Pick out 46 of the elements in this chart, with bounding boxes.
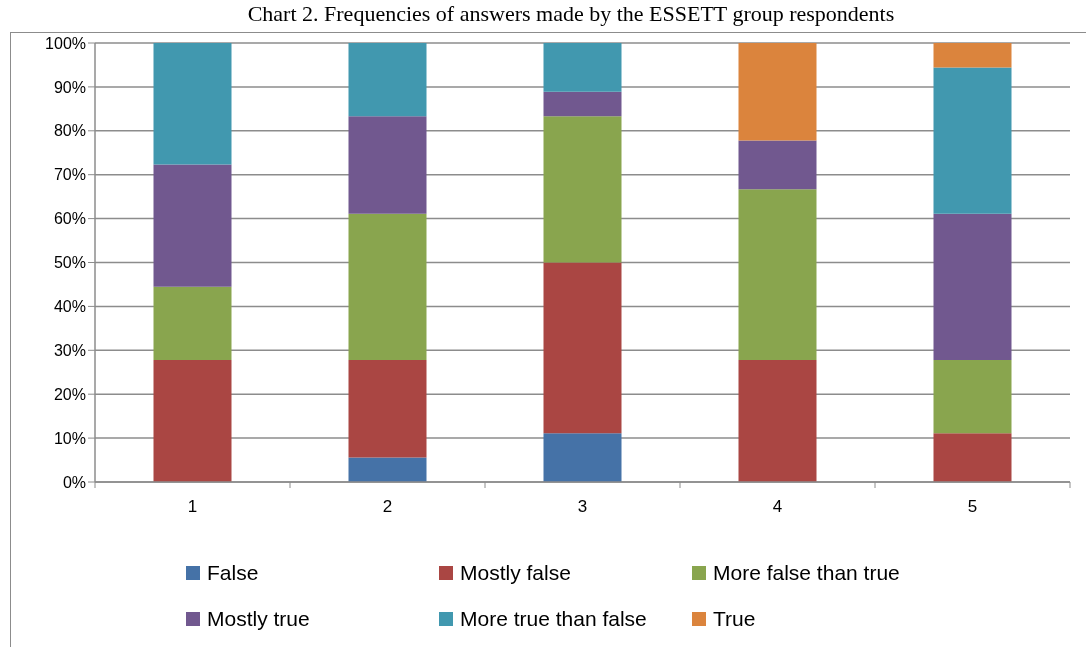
- bar: [933, 359, 1012, 434]
- bar: [933, 43, 1012, 68]
- y-tick-label: 50%: [53, 254, 86, 272]
- legend-label: False: [207, 561, 259, 585]
- bar: [543, 116, 622, 263]
- bar: [738, 140, 817, 190]
- x-tick-label: 2: [382, 497, 393, 516]
- x-tick-label: 1: [187, 497, 198, 516]
- bar: [738, 43, 817, 141]
- y-tick-label: 90%: [53, 78, 86, 96]
- bar: [153, 43, 232, 165]
- legend-label: True: [713, 607, 756, 631]
- bar: [933, 433, 1012, 482]
- bar: [543, 433, 622, 482]
- legend-label: Mostly true: [207, 607, 310, 631]
- legend-label: More true than false: [460, 607, 647, 631]
- bar: [738, 359, 817, 482]
- y-tick-label: 80%: [53, 122, 86, 140]
- bar: [153, 164, 232, 287]
- bar: [543, 43, 622, 92]
- y-tick-label: 100%: [45, 34, 86, 52]
- y-tick-label: 70%: [53, 166, 86, 184]
- bar: [153, 286, 232, 360]
- bar: [348, 116, 427, 214]
- y-tick-label: 10%: [53, 429, 86, 447]
- x-tick-label: 3: [577, 497, 588, 516]
- bar: [543, 262, 622, 434]
- y-tick-label: 30%: [53, 341, 86, 359]
- y-tick-label: 20%: [53, 385, 86, 403]
- legend-label: Mostly false: [460, 561, 571, 585]
- x-tick-label: 5: [967, 497, 978, 516]
- bar: [543, 91, 622, 117]
- bar: [348, 43, 427, 117]
- bar: [738, 189, 817, 360]
- bar: [153, 359, 232, 482]
- bar: [348, 359, 427, 458]
- bar: [348, 457, 427, 482]
- y-tick-label: 60%: [53, 210, 86, 228]
- chart-title: Chart 2. Frequencies of answers made by the ESSETT group respondents: [246, 1, 896, 27]
- y-tick-label: 0%: [62, 473, 86, 491]
- x-tick-label: 4: [772, 497, 783, 516]
- y-tick-label: 40%: [53, 298, 86, 316]
- legend-label: More false than true: [713, 561, 900, 585]
- bar: [933, 67, 1012, 214]
- bar: [933, 213, 1012, 360]
- bar: [348, 213, 427, 360]
